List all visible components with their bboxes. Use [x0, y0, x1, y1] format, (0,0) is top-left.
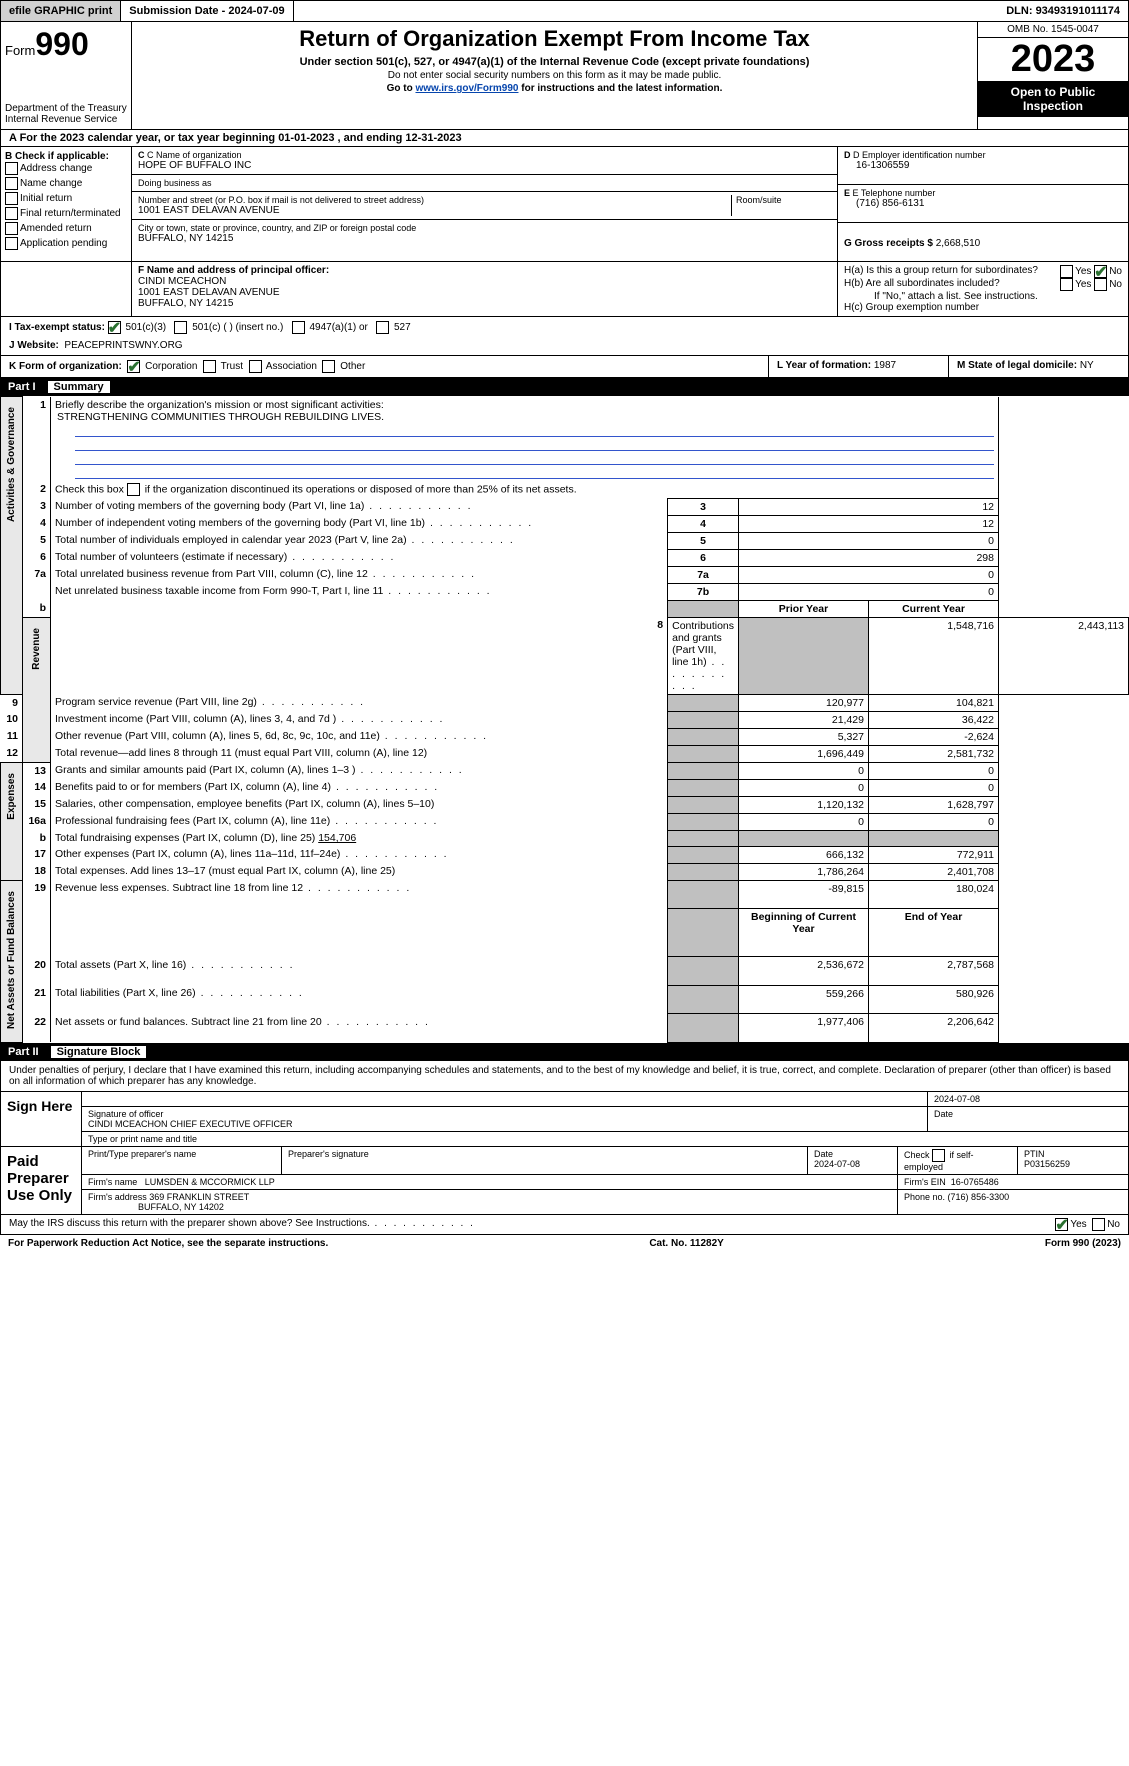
- tax-year-bar: A For the 2023 calendar year, or tax yea…: [0, 130, 1129, 147]
- chk-other[interactable]: [322, 360, 335, 373]
- hb-no[interactable]: [1094, 278, 1107, 291]
- city-cell: City or town, state or province, country…: [132, 220, 837, 247]
- city-state-zip: BUFFALO, NY 14215: [138, 233, 831, 244]
- part1-header: Part ISummary: [0, 378, 1129, 396]
- chk-address-change[interactable]: Address change: [5, 162, 127, 175]
- chk-527[interactable]: [376, 321, 389, 334]
- discuss-row: May the IRS discuss this return with the…: [0, 1215, 1129, 1235]
- instructions-note: Go to www.irs.gov/Form990 for instructio…: [136, 83, 973, 94]
- dln: DLN: 93493191011174: [998, 1, 1128, 21]
- form-title: Return of Organization Exempt From Incom…: [136, 26, 973, 52]
- chk-501c[interactable]: [174, 321, 187, 334]
- side-revenue: Revenue: [31, 620, 42, 678]
- form-header: Form990 Department of the Treasury Inter…: [0, 22, 1129, 130]
- chk-amended[interactable]: Amended return: [5, 222, 127, 235]
- row-ij: I Tax-exempt status: 501(c)(3) 501(c) ( …: [0, 317, 1129, 356]
- form-subtitle: Under section 501(c), 527, or 4947(a)(1)…: [136, 56, 973, 68]
- group-return: H(a) Is this a group return for subordin…: [838, 262, 1128, 316]
- chk-corp[interactable]: [127, 360, 140, 373]
- mission: STRENGTHENING COMMUNITIES THROUGH REBUIL…: [55, 411, 384, 423]
- chk-discontinued[interactable]: [127, 483, 140, 496]
- ein: 16-1306559: [844, 160, 1122, 171]
- open-inspection: Open to Public Inspection: [978, 81, 1128, 117]
- hb-yes[interactable]: [1060, 278, 1073, 291]
- website: PEACEPRINTSWNY.ORG: [64, 340, 182, 351]
- side-expenses: Expenses: [6, 765, 17, 828]
- chk-self-employed[interactable]: [932, 1149, 945, 1162]
- dept-treasury: Department of the Treasury: [5, 103, 127, 114]
- phone: (716) 856-6131: [844, 198, 1122, 209]
- side-netassets: Net Assets or Fund Balances: [6, 883, 17, 1037]
- chk-initial-return[interactable]: Initial return: [5, 192, 127, 205]
- submission-date: Submission Date - 2024-07-09: [121, 1, 293, 21]
- section-bcdeg: B Check if applicable: Address change Na…: [0, 147, 1129, 262]
- chk-final-return[interactable]: Final return/terminated: [5, 207, 127, 220]
- side-activities: Activities & Governance: [6, 399, 17, 530]
- discuss-yes[interactable]: [1055, 1218, 1068, 1231]
- discuss-no[interactable]: [1092, 1218, 1105, 1231]
- page-footer: For Paperwork Reduction Act Notice, see …: [0, 1235, 1129, 1252]
- chk-501c3[interactable]: [108, 321, 121, 334]
- signature-block: Under penalties of perjury, I declare th…: [0, 1061, 1129, 1235]
- chk-name-change[interactable]: Name change: [5, 177, 127, 190]
- omb-number: OMB No. 1545-0047: [978, 22, 1128, 38]
- paid-preparer-row: Paid Preparer Use Only Print/Type prepar…: [0, 1147, 1129, 1215]
- ha-yes[interactable]: [1060, 265, 1073, 278]
- org-name-cell: C C Name of organization HOPE OF BUFFALO…: [132, 147, 837, 175]
- chk-4947[interactable]: [292, 321, 305, 334]
- ein-cell: D D Employer identification number 16-13…: [838, 147, 1128, 185]
- sign-here-row: Sign Here 2024-07-08 Signature of office…: [0, 1092, 1129, 1147]
- principal-officer: F Name and address of principal officer:…: [132, 262, 838, 316]
- section-fh: F Name and address of principal officer:…: [0, 262, 1129, 317]
- chk-trust[interactable]: [203, 360, 216, 373]
- dept-irs: Internal Revenue Service: [5, 114, 127, 125]
- row-klm: K Form of organization: Corporation Trus…: [0, 356, 1129, 378]
- perjury-statement: Under penalties of perjury, I declare th…: [0, 1061, 1129, 1092]
- address-cell: Number and street (or P.O. box if mail i…: [132, 192, 837, 220]
- irs-link[interactable]: www.irs.gov/Form990: [415, 83, 518, 94]
- top-bar: efile GRAPHIC print Submission Date - 20…: [0, 0, 1129, 22]
- part2-header: Part IISignature Block: [0, 1043, 1129, 1061]
- gross-receipts-cell: G Gross receipts $ 2,668,510: [838, 223, 1128, 261]
- org-name: HOPE OF BUFFALO INC: [138, 160, 831, 171]
- ssn-note: Do not enter social security numbers on …: [136, 70, 973, 81]
- gross-receipts: 2,668,510: [936, 238, 981, 249]
- form-number: Form990: [5, 26, 127, 63]
- check-applicable: B Check if applicable: Address change Na…: [1, 147, 131, 261]
- phone-cell: E E Telephone number (716) 856-6131: [838, 185, 1128, 223]
- summary-table: Activities & Governance 1 Briefly descri…: [0, 396, 1129, 1043]
- chk-assoc[interactable]: [249, 360, 262, 373]
- chk-application-pending[interactable]: Application pending: [5, 237, 127, 250]
- tax-year: 2023: [978, 38, 1128, 81]
- efile-print-button[interactable]: efile GRAPHIC print: [1, 1, 121, 21]
- dba-cell: Doing business as: [132, 175, 837, 192]
- ha-no[interactable]: [1094, 265, 1107, 278]
- street-address: 1001 EAST DELAVAN AVENUE: [138, 205, 731, 216]
